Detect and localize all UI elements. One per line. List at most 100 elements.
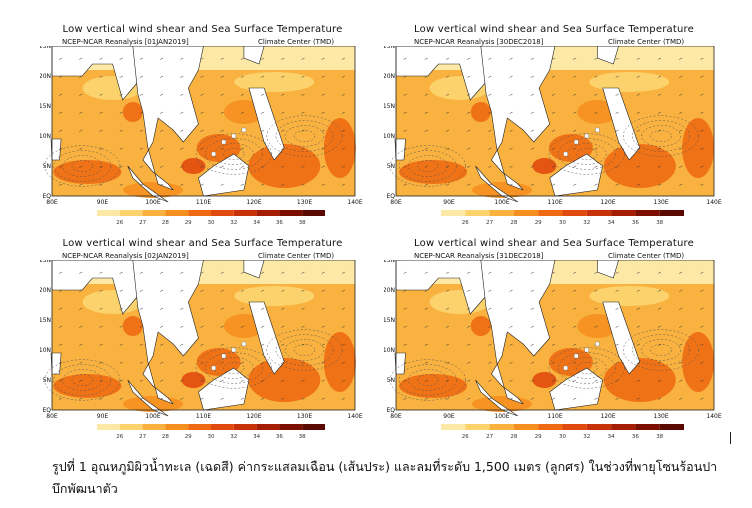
wind-arrow xyxy=(260,289,265,292)
colorbar-swatch xyxy=(659,210,684,216)
wind-arrow xyxy=(509,397,513,400)
land xyxy=(243,46,265,65)
lat-tick-label: 5N xyxy=(43,163,51,170)
wind-arrow xyxy=(281,343,285,346)
wind-arrow xyxy=(79,93,83,96)
wind-arrow xyxy=(220,129,224,132)
figure-caption: รูปที่ 1 อุณหภูมิผิวน้ำทะเล (เฉดสี) ค่าก… xyxy=(52,459,718,496)
wind-arrow xyxy=(424,75,428,78)
wind-arrow xyxy=(445,397,450,400)
wind-shear-contour xyxy=(389,145,466,187)
colorbar-swatch xyxy=(142,424,166,430)
storm-position-marker xyxy=(211,151,216,157)
storm-position-marker xyxy=(584,133,590,139)
lon-tick-label: 120E xyxy=(600,199,615,206)
colorbar-label: 32 xyxy=(583,434,590,440)
wind-arrow xyxy=(424,111,428,114)
panel-date: [01JAN2019] xyxy=(144,38,189,46)
sst-warm-area xyxy=(548,134,593,162)
wind-arrow xyxy=(321,271,325,274)
wind-arrow xyxy=(281,289,285,292)
wind-arrow xyxy=(615,57,619,60)
wind-arrow xyxy=(180,165,184,168)
colorbar-label: 27 xyxy=(139,220,146,226)
lon-tick-label: 110E xyxy=(547,413,562,420)
wind-arrow xyxy=(594,307,598,310)
wind-arrow xyxy=(551,147,556,150)
wind-arrow xyxy=(594,165,598,168)
lon-tick-label: 80E xyxy=(390,413,402,420)
wind-arrow xyxy=(700,183,704,186)
land xyxy=(243,260,265,279)
wind-arrow xyxy=(679,397,683,400)
wind-arrow xyxy=(200,165,204,168)
wind-arrow xyxy=(700,379,704,382)
wind-arrow xyxy=(240,289,245,292)
wind-arrow xyxy=(615,289,619,292)
wind-arrow xyxy=(200,343,204,346)
wind-arrow xyxy=(615,93,619,96)
map-panel-02jan2019: Low vertical wind shear and Sea Surface … xyxy=(40,238,365,448)
wind-arrow xyxy=(180,271,184,274)
wind-arrow xyxy=(341,343,346,346)
wind-arrow xyxy=(573,129,577,132)
lat-tick-label: 10N xyxy=(40,347,51,354)
wind-arrow xyxy=(321,325,325,328)
wind-arrow xyxy=(119,325,123,328)
lat-tick-label: 20N xyxy=(384,73,395,80)
wind-arrow xyxy=(240,93,245,96)
colorbar-swatch xyxy=(513,424,539,430)
map-frame xyxy=(51,46,356,197)
wind-shear-contour xyxy=(223,362,245,374)
wind-arrow xyxy=(200,147,204,150)
wind-arrow xyxy=(594,75,598,78)
lon-tick-label: 140E xyxy=(706,413,721,420)
wind-shear-contour xyxy=(293,344,316,356)
land xyxy=(248,87,285,161)
land xyxy=(475,165,519,203)
colorbar-label: 34 xyxy=(608,220,615,226)
wind-arrow xyxy=(159,289,164,292)
colorbar-label: 28 xyxy=(162,220,169,226)
sst-warm-area xyxy=(181,158,206,174)
wind-shear-contour xyxy=(623,329,699,371)
wind-arrow xyxy=(445,343,450,346)
sst-warm-area xyxy=(196,348,241,376)
sst-mid-area xyxy=(234,286,315,306)
panel-title: Low vertical wind shear and Sea Surface … xyxy=(414,24,694,35)
colorbar-label: 36 xyxy=(276,434,283,440)
wind-shear-contour xyxy=(650,344,672,356)
wind-arrow xyxy=(551,75,556,78)
wind-arrow xyxy=(615,111,619,114)
panel-center: Climate Center (TMD) xyxy=(258,252,335,260)
wind-arrow xyxy=(403,271,407,274)
wind-arrow xyxy=(573,271,577,274)
wind-arrow xyxy=(551,361,556,364)
wind-arrow xyxy=(657,129,662,132)
sst-warm-area xyxy=(399,374,468,398)
storm-position-marker xyxy=(241,127,247,133)
storm-position-marker xyxy=(221,353,226,359)
colorbar-swatch xyxy=(97,210,120,216)
lon-tick-label: 120E xyxy=(246,199,261,206)
wind-arrow xyxy=(679,183,683,186)
lat-tick-label: 15N xyxy=(40,317,51,324)
wind-arrow xyxy=(445,129,450,132)
wind-arrow xyxy=(573,325,577,328)
wind-shear-contour xyxy=(417,374,439,386)
wind-arrow xyxy=(615,271,619,274)
map-panel-31dec2018: Low vertical wind shear and Sea Surface … xyxy=(384,238,724,448)
lat-tick-label: 25N xyxy=(40,46,51,50)
wind-arrow xyxy=(700,111,704,114)
colorbar-label: 28 xyxy=(510,220,517,226)
wind-arrow xyxy=(119,289,123,292)
wind-arrow xyxy=(341,147,346,150)
wind-arrow xyxy=(79,361,83,364)
colorbar-label: 34 xyxy=(253,220,260,226)
wind-arrow xyxy=(403,147,407,150)
lon-tick-label: 120E xyxy=(246,413,261,420)
wind-arrow xyxy=(139,147,144,150)
storm-position-marker xyxy=(241,341,247,347)
wind-arrow xyxy=(615,165,619,168)
wind-arrow xyxy=(79,183,83,186)
